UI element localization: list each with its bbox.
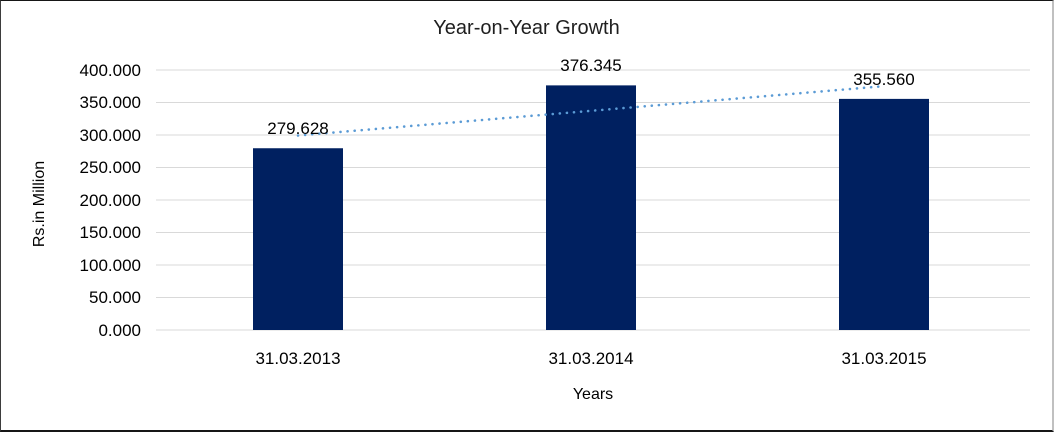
data-label: 279.628 <box>267 119 329 139</box>
x-axis-title: Years <box>572 386 614 403</box>
bar-31-03-2013 <box>253 148 343 330</box>
bar-31-03-2015 <box>839 98 929 330</box>
y-tick-label: 350.000 <box>79 93 141 112</box>
y-tick-label: 250.000 <box>79 158 141 177</box>
trendline <box>296 84 886 137</box>
data-label: 376.345 <box>560 56 622 76</box>
category-label: 31.03.2013 <box>255 349 341 368</box>
data-label: 355.560 <box>853 69 915 89</box>
y-tick-label: 50.000 <box>89 288 141 307</box>
bar-31-03-2014 <box>546 85 636 330</box>
y-tick-label: 300.000 <box>79 125 141 145</box>
y-tick-label: 150.000 <box>79 223 141 242</box>
y-tick-label: 100.000 <box>79 255 141 275</box>
category-label: 31.03.2015 <box>841 349 927 368</box>
chart-title: Year-on-Year Growth <box>433 17 620 39</box>
y-axis-title: Rs.in Million <box>31 160 48 248</box>
y-tick-label: 400.000 <box>79 60 141 80</box>
y-tick-label: 200.000 <box>79 190 141 210</box>
category-label: 31.03.2014 <box>548 349 634 368</box>
y-tick-label: 0.000 <box>98 320 141 340</box>
